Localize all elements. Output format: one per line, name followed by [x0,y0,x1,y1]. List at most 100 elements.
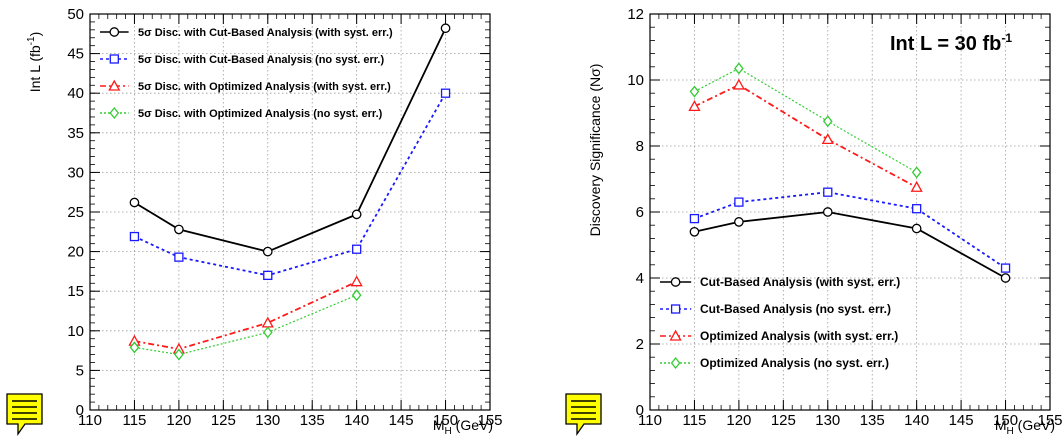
y-tick-label: 10 [67,323,84,340]
series-line [134,280,358,350]
x-tick-label: 150 [433,412,458,429]
data-point [262,326,273,339]
data-point [174,348,184,361]
x-tick-label: 115 [122,412,146,429]
x-tick-label: 140 [904,412,929,429]
data-point [174,252,184,262]
data-point [823,187,833,197]
legend-label: 5σ Disc. with Cut-Based Analysis (with s… [138,27,393,39]
data-point [822,115,833,128]
data-point [822,207,833,217]
data-point [440,23,451,34]
legend-marker [109,106,120,120]
series-line [694,191,1007,269]
series-line [134,92,447,277]
left-chart: Int L (fb-1) MH (GeV) 110 115 120 125 130 135… [26,6,503,437]
legend-marker [109,27,120,37]
y-tick-label: 30 [67,164,84,181]
data-point [1000,273,1011,283]
x-tick-label: 145 [949,412,974,429]
x-tick-label: 120 [166,412,191,429]
x-tick-label: 110 [638,412,662,429]
data-point [261,316,274,328]
data-point [262,246,273,257]
series-line [134,294,357,356]
note-icon[interactable] [6,393,43,437]
y-tick-label: 6 [636,204,644,221]
data-point [1000,263,1011,273]
data-point [351,289,362,302]
y-tick-label: 15 [67,283,84,300]
data-point [689,213,700,224]
x-tick-label: 125 [211,412,236,429]
data-point [352,244,362,254]
y-tick-label: 35 [67,125,84,142]
y-tick-label: 8 [636,138,644,155]
data-point [689,85,700,98]
y-tick-label: 45 [67,46,84,63]
legend-label: 5σ Disc. with Optimized Analysis (no sys… [138,108,383,120]
legend-label: Cut-Based Analysis (with syst. err.) [700,275,900,289]
y-tick-label: 0 [636,402,644,419]
right-x-axis-label: MH (GeV) [995,417,1055,437]
x-tick-label: 110 [78,412,102,429]
y-tick-label: 40 [67,85,84,102]
data-point [911,223,922,234]
x-tick-label: 120 [726,412,751,429]
y-tick-label: 25 [67,204,84,221]
data-point [174,224,184,235]
legend-marker [109,54,119,64]
data-point [350,275,363,287]
data-point [912,204,922,214]
x-tick-label: 155 [1037,412,1062,429]
legend-marker [669,329,682,341]
x-tick-label: 125 [771,412,796,429]
y-tick-label: 2 [636,336,644,353]
data-point [911,166,922,179]
series-line [694,67,917,173]
x-tick-label: 115 [682,412,706,429]
data-point [689,226,700,237]
legend-label: 5σ Disc. with Cut-Based Analysis (no sys… [138,54,384,66]
y-tick-label: 12 [627,6,644,23]
right-y-axis-label: Discovery Significance (Nσ) [587,64,603,237]
left-y-axis-label: Int L (fb-1) [26,32,43,93]
data-point [688,100,701,112]
data-point [129,341,140,354]
legend-label: 5σ Disc. with Optimized Analysis (with s… [138,81,391,93]
data-point [440,88,451,98]
legend-marker [670,304,681,314]
legend-label: Cut-Based Analysis (no syst. err.) [700,302,891,316]
x-tick-label: 140 [344,412,369,429]
x-tick-label: 135 [860,412,885,429]
x-tick-label: 155 [477,412,502,429]
data-point [129,197,140,208]
x-tick-label: 145 [389,412,414,429]
note-icon[interactable] [565,393,602,437]
legend-label: Optimized Analysis (with syst. err.) [700,329,898,343]
x-tick-label: 135 [300,412,325,429]
data-point [734,62,744,75]
data-point [910,180,923,192]
legend-marker [670,277,681,287]
data-point [821,133,834,145]
luminosity-annotation: Int L = 30 fb-1 [890,31,1012,55]
x-tick-label: 130 [255,412,280,429]
left-x-axis-label: MH (GeV) [433,417,493,437]
y-tick-label: 10 [627,72,644,89]
data-point [734,217,744,227]
y-tick-label: 5 [76,362,84,379]
x-tick-label: 130 [815,412,840,429]
x-tick-label: 150 [993,412,1018,429]
y-tick-label: 20 [67,244,84,261]
y-tick-label: 0 [76,402,84,419]
data-point [351,209,362,220]
y-tick-label: 4 [636,270,644,287]
legend-marker [670,356,681,370]
data-point [129,231,140,242]
right-chart: Discovery Significance (Nσ) MH (GeV) Int… [587,6,1063,437]
series-line [694,83,918,189]
data-point [732,78,745,90]
data-point [734,197,744,207]
